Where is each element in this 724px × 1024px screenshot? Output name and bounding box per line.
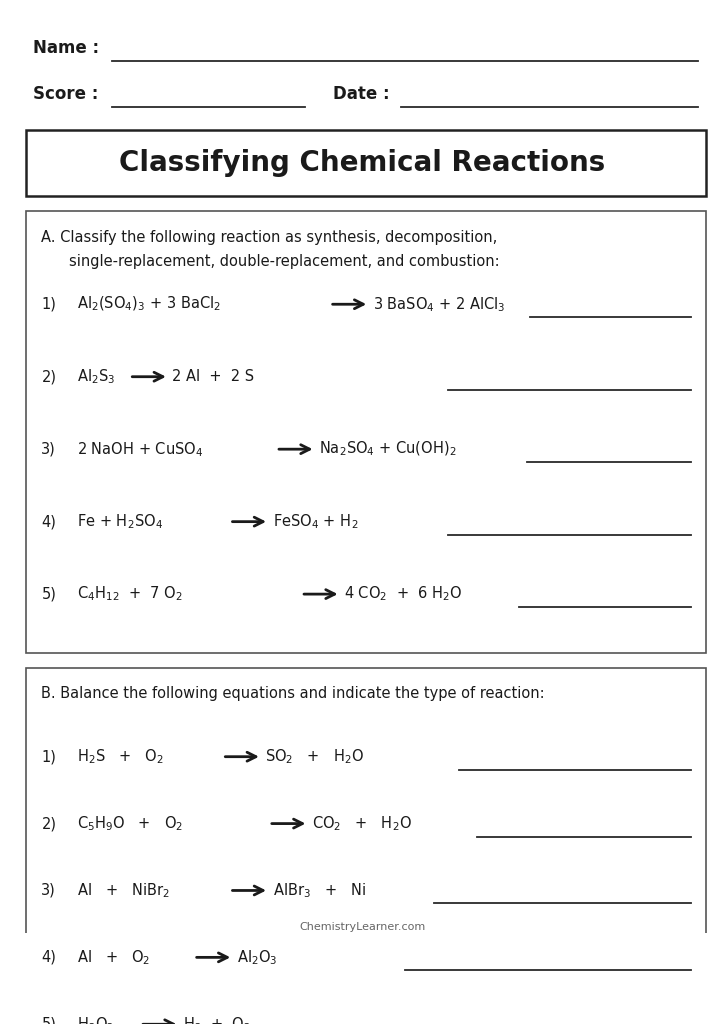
Text: AlBr$_3$   +   Ni: AlBr$_3$ + Ni — [272, 881, 366, 900]
Text: CO$_2$   +   H$_2$O: CO$_2$ + H$_2$O — [312, 814, 412, 833]
Text: 4): 4) — [41, 950, 56, 965]
FancyBboxPatch shape — [25, 211, 705, 652]
FancyBboxPatch shape — [25, 130, 705, 197]
Text: 2 Al  +  2 S: 2 Al + 2 S — [172, 370, 254, 384]
Text: 2): 2) — [41, 370, 56, 384]
Text: C$_5$H$_9$O   +   O$_2$: C$_5$H$_9$O + O$_2$ — [77, 814, 183, 833]
Text: Date :: Date : — [333, 85, 390, 103]
Text: 5): 5) — [41, 1017, 56, 1024]
Text: FeSO$_4$ + H$_2$: FeSO$_4$ + H$_2$ — [272, 512, 358, 531]
Text: 1): 1) — [41, 750, 56, 764]
Text: 2 NaOH + CuSO$_4$: 2 NaOH + CuSO$_4$ — [77, 440, 203, 459]
Text: 1): 1) — [41, 297, 56, 311]
Text: 3): 3) — [41, 883, 56, 898]
Text: Na$_2$SO$_4$ + Cu(OH)$_2$: Na$_2$SO$_4$ + Cu(OH)$_2$ — [319, 440, 457, 459]
Text: C$_4$H$_{12}$  +  7 O$_2$: C$_4$H$_{12}$ + 7 O$_2$ — [77, 585, 183, 603]
Text: 3 BaSO$_4$ + 2 AlCl$_3$: 3 BaSO$_4$ + 2 AlCl$_3$ — [373, 295, 505, 313]
Text: H$_2$O$_2$: H$_2$O$_2$ — [77, 1015, 114, 1024]
Text: 4 CO$_2$  +  6 H$_2$O: 4 CO$_2$ + 6 H$_2$O — [344, 585, 463, 603]
Text: 2): 2) — [41, 816, 56, 831]
Text: Al$_2$(SO$_4$)$_3$ + 3 BaCl$_2$: Al$_2$(SO$_4$)$_3$ + 3 BaCl$_2$ — [77, 295, 221, 313]
Text: 4): 4) — [41, 514, 56, 529]
FancyBboxPatch shape — [25, 668, 705, 1024]
Text: Al   +   NiBr$_2$: Al + NiBr$_2$ — [77, 881, 170, 900]
Text: Fe + H$_2$SO$_4$: Fe + H$_2$SO$_4$ — [77, 512, 163, 531]
Text: B. Balance the following equations and indicate the type of reaction:: B. Balance the following equations and i… — [41, 686, 545, 701]
Text: Al$_2$S$_3$: Al$_2$S$_3$ — [77, 368, 115, 386]
Text: Name :: Name : — [33, 39, 99, 56]
Text: Classifying Chemical Reactions: Classifying Chemical Reactions — [119, 150, 605, 177]
Text: H$_2$  +  O$_2$: H$_2$ + O$_2$ — [183, 1015, 251, 1024]
Text: A. Classify the following reaction as synthesis, decomposition,: A. Classify the following reaction as sy… — [41, 229, 497, 245]
Text: SO$_2$   +   H$_2$O: SO$_2$ + H$_2$O — [266, 748, 364, 766]
Text: ChemistryLearner.com: ChemistryLearner.com — [299, 922, 425, 932]
Text: Al$_2$O$_3$: Al$_2$O$_3$ — [237, 948, 277, 967]
Text: 3): 3) — [41, 441, 56, 457]
Text: single-replacement, double-replacement, and combustion:: single-replacement, double-replacement, … — [69, 254, 500, 269]
Text: Al   +   O$_2$: Al + O$_2$ — [77, 948, 151, 967]
Text: Score :: Score : — [33, 85, 98, 103]
Text: 5): 5) — [41, 587, 56, 602]
Text: H$_2$S   +   O$_2$: H$_2$S + O$_2$ — [77, 748, 164, 766]
